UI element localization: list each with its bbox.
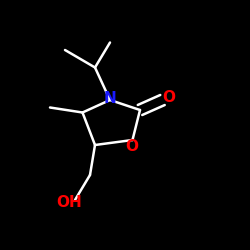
Text: O: O [125,139,138,154]
Text: OH: OH [56,195,82,210]
Text: N: N [104,91,117,106]
Text: O: O [162,90,175,106]
